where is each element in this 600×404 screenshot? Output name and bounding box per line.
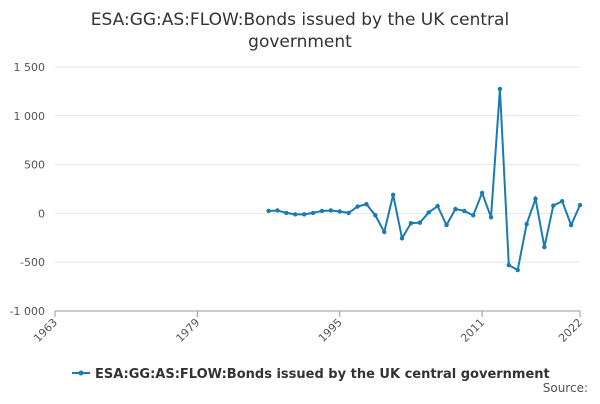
chart-title: ESA:GG:AS:FLOW:Bonds issued by the UK ce… xyxy=(91,10,509,52)
point xyxy=(444,222,449,228)
y-tick-label: 500 xyxy=(24,159,45,172)
point xyxy=(515,267,520,273)
point xyxy=(417,220,423,225)
point xyxy=(275,208,280,213)
point xyxy=(568,222,574,228)
point xyxy=(399,236,405,241)
point xyxy=(301,212,307,217)
point xyxy=(488,215,494,220)
point xyxy=(577,202,583,208)
x-tick-label: 2022 xyxy=(556,316,585,345)
point xyxy=(426,210,431,215)
y-tick-label: -500 xyxy=(20,256,45,269)
x-tick-label: 1995 xyxy=(316,316,345,345)
legend-item: ESA:GG:AS:FLOW:Bonds issued by the UK ce… xyxy=(72,367,550,382)
point xyxy=(471,213,476,218)
point xyxy=(373,213,378,218)
point xyxy=(337,209,342,214)
point xyxy=(293,212,298,217)
point xyxy=(560,199,565,204)
point xyxy=(453,206,458,212)
point xyxy=(284,210,289,216)
y-tick-label: 0 xyxy=(38,207,45,220)
x-tick-label: 1979 xyxy=(174,316,203,345)
y-tick-label: 1 000 xyxy=(14,110,46,123)
point xyxy=(382,229,387,235)
x-tick-label: 1963 xyxy=(31,316,60,345)
point xyxy=(319,208,325,214)
x-tick-label: 2011 xyxy=(458,316,487,345)
point xyxy=(462,208,467,214)
point xyxy=(408,220,414,226)
point xyxy=(390,192,396,198)
point xyxy=(524,221,529,227)
point xyxy=(479,190,485,196)
y-tick-label: 1 500 xyxy=(14,61,46,74)
legend-label: ESA:GG:AS:FLOW:Bonds issued by the UK ce… xyxy=(95,367,550,382)
source: Source: xyxy=(543,381,588,395)
point xyxy=(310,210,316,216)
point xyxy=(551,203,556,208)
point xyxy=(328,208,334,213)
point xyxy=(355,204,360,209)
point xyxy=(542,244,547,250)
point xyxy=(497,86,503,92)
point xyxy=(346,210,351,216)
point xyxy=(364,201,369,207)
legend-marker xyxy=(78,370,84,376)
y-tick-label: -1 000 xyxy=(10,305,45,318)
point xyxy=(435,203,440,209)
point xyxy=(506,262,512,268)
point xyxy=(266,208,271,214)
point xyxy=(533,196,538,201)
